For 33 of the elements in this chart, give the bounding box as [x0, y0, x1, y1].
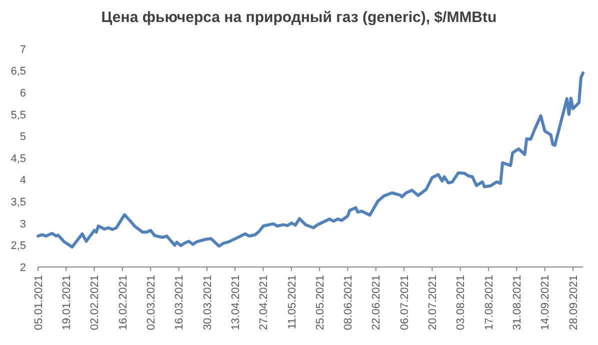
- x-tick-label: 02.02.2021: [89, 275, 102, 330]
- y-tick-label: 2,5: [10, 240, 26, 252]
- x-tick-label: 08.06.2021: [342, 275, 355, 330]
- y-tick-label: 3,5: [10, 196, 26, 208]
- x-tick-label: 20.07.2021: [427, 275, 440, 330]
- y-tick-label: 3: [20, 218, 26, 230]
- x-tick-label: 27.04.2021: [258, 275, 270, 330]
- y-tick-label: 4: [20, 174, 26, 187]
- x-tick-label: 28.09.2021: [568, 275, 580, 330]
- x-tick-label: 14.09.2021: [540, 275, 552, 330]
- y-tick-label: 4,5: [10, 152, 26, 165]
- x-tick-label: 03.08.2021: [455, 275, 468, 330]
- chart-title: Цена фьючерса на природный газ (generic), $/MMBtu: [101, 9, 497, 26]
- x-tick-label: 13.04.2021: [230, 275, 242, 330]
- x-tick-label: 11.05.2021: [286, 275, 298, 330]
- y-tick-label: 6: [20, 87, 26, 100]
- x-tick-label: 05.01.2021: [32, 275, 45, 330]
- y-tick-label: 2: [20, 262, 26, 274]
- y-tick-label: 7: [20, 44, 26, 56]
- x-tick-label: 30.03.2021: [202, 275, 214, 330]
- y-tick-label: 6,5: [10, 66, 26, 78]
- x-tick-label: 31.08.2021: [511, 275, 524, 330]
- x-tick-label: 06.07.2021: [398, 275, 411, 330]
- x-tick-label: 02.03.2021: [145, 275, 158, 330]
- line-series: [36, 71, 584, 248]
- x-tick-label: 25.05.2021: [314, 275, 326, 330]
- x-tick-label: 22.06.2021: [370, 275, 383, 330]
- y-tick-label: 5: [20, 131, 26, 144]
- x-tick-label: 16.02.2021: [117, 275, 130, 330]
- x-tick-label: 19.01.2021: [61, 275, 74, 330]
- y-tick-label: 5,5: [10, 109, 26, 122]
- x-tick-label: 17.08.2021: [483, 275, 496, 330]
- x-tick-label: 16.03.2021: [174, 275, 186, 330]
